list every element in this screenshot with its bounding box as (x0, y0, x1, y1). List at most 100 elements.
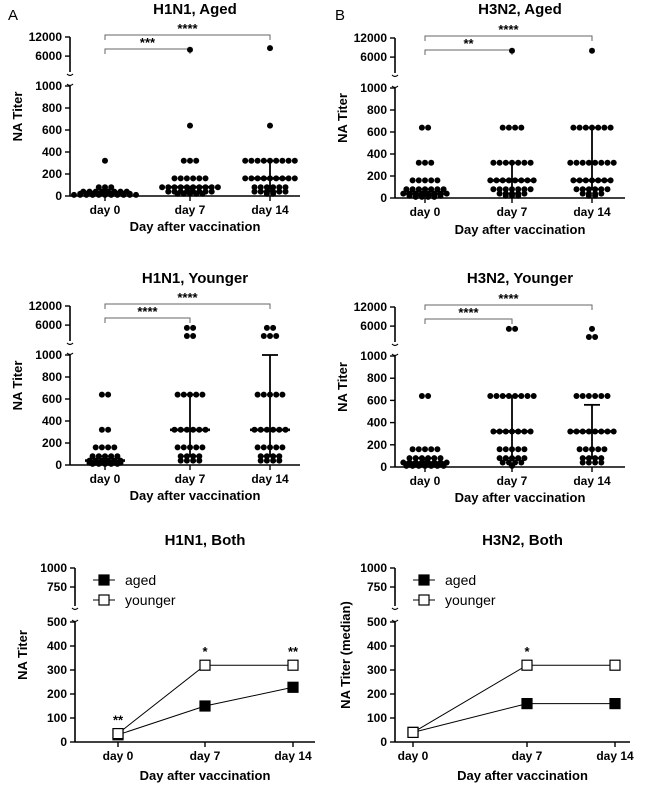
y-tick-label: 100 (367, 711, 387, 725)
data-point (524, 392, 531, 399)
data-point (428, 446, 435, 453)
x-tick-label: day 14 (251, 472, 289, 486)
data-point (242, 175, 249, 182)
significance-label: **** (498, 291, 519, 306)
data-point (202, 175, 209, 182)
data-point (114, 460, 121, 467)
data-point (111, 444, 118, 451)
data-point (428, 159, 435, 166)
data-point (409, 177, 416, 184)
data-point (573, 392, 580, 399)
y-tick-label: 800 (367, 371, 387, 385)
data-point (589, 325, 595, 332)
significance-label: * (202, 644, 208, 659)
series-marker (112, 727, 124, 740)
x-tick-label: day 7 (175, 203, 206, 217)
y-tick-label: 800 (367, 103, 387, 117)
data-point (521, 159, 528, 166)
data-point (263, 457, 270, 464)
data-point (592, 392, 599, 399)
data-point (579, 455, 586, 462)
data-point (183, 324, 190, 331)
y-tick-label: 400 (367, 639, 387, 653)
data-point (527, 186, 534, 193)
x-tick-label: day 14 (274, 749, 312, 763)
significance-bracket (104, 34, 271, 40)
data-point (592, 192, 599, 199)
x-axis-label: Day after vaccination (130, 219, 261, 234)
data-point (187, 157, 193, 164)
data-point (291, 157, 298, 164)
data-point (415, 159, 422, 166)
data-point (193, 157, 200, 164)
data-point (570, 124, 577, 131)
data-point (270, 457, 277, 464)
chart-title: H1N1, Aged (153, 1, 237, 18)
data-point (257, 188, 264, 195)
data-point (490, 186, 497, 193)
significance-bracket (104, 303, 271, 309)
data-point (499, 392, 506, 399)
x-axis-label: Day after vaccination (455, 490, 586, 505)
chart-3: H1N1, Younger Day after vaccination NA Tit… (10, 270, 300, 503)
data-point (102, 157, 108, 164)
data-point (604, 392, 611, 399)
y-tick-label: 300 (47, 663, 67, 677)
data-point (105, 444, 112, 451)
data-point (260, 444, 267, 451)
data-point (592, 459, 599, 466)
data-point (598, 392, 605, 399)
data-point (521, 446, 528, 453)
data-point (260, 391, 267, 398)
data-point (159, 184, 166, 191)
x-tick-label: day 7 (190, 749, 221, 763)
x-tick-label: day 14 (573, 205, 611, 219)
data-point (254, 157, 261, 164)
axis-break-mark (391, 343, 399, 357)
data-point (440, 462, 447, 469)
significance-bracket (424, 35, 593, 41)
chart-title: H1N1, Younger (142, 270, 248, 287)
data-point (496, 159, 503, 166)
x-tick-label: day 14 (251, 203, 289, 217)
series-line (412, 703, 615, 733)
y-tick-label: 400 (42, 145, 62, 159)
y-tick-label: 1000 (35, 79, 62, 93)
data-point (291, 175, 298, 182)
y-axis-label: NA Titer (335, 362, 350, 412)
chart-title: H3N2, Both (482, 532, 563, 549)
chart-2: H3N2, Aged Day after vaccination NA Titer 0… (335, 1, 625, 237)
y-tick-label: 0 (60, 735, 67, 749)
data-point (579, 459, 586, 466)
data-point (183, 175, 190, 182)
data-point (89, 460, 96, 467)
data-point (126, 191, 133, 198)
data-point (171, 175, 178, 182)
data-point (530, 177, 537, 184)
data-point (263, 324, 270, 331)
y-tick-label: 0 (380, 735, 387, 749)
data-point (114, 453, 121, 460)
data-point (273, 444, 280, 451)
data-point (595, 446, 602, 453)
data-point (502, 446, 509, 453)
data-point (187, 122, 193, 129)
data-point (440, 186, 447, 193)
significance-label: **** (137, 304, 158, 319)
significance-label: ** (463, 36, 474, 51)
y-tick-label: 6000 (360, 319, 387, 333)
data-point (180, 444, 187, 451)
data-point (276, 188, 283, 195)
data-point (589, 47, 595, 54)
y-tick-label: 1000 (360, 561, 387, 575)
data-point (598, 159, 605, 166)
data-point (422, 159, 428, 166)
data-point (174, 190, 181, 197)
data-point (248, 157, 255, 164)
data-point (105, 426, 112, 433)
data-point (418, 392, 425, 399)
data-point (582, 446, 589, 453)
y-tick-label: 400 (42, 414, 62, 428)
panel-letter-b: B (335, 7, 345, 24)
legend-label: aged (125, 572, 156, 588)
